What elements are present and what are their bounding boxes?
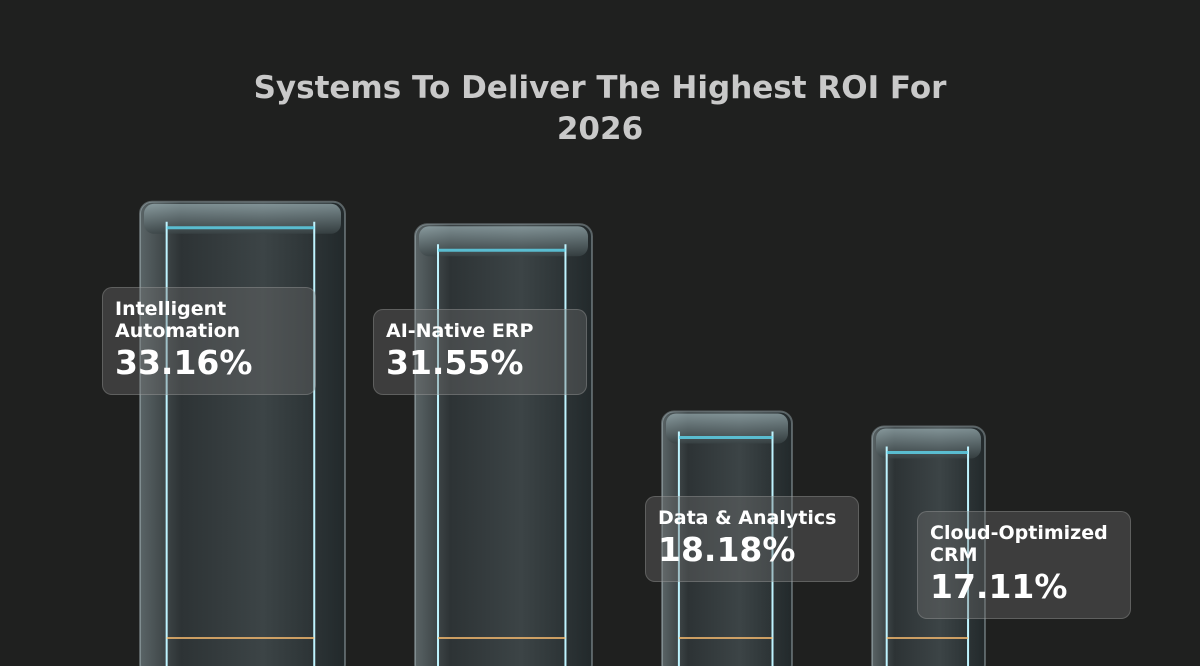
category-label: AI-Native ERP <box>386 320 534 343</box>
label-box: Cloud-Optimized CRM 17.11% <box>917 511 1131 620</box>
value-label: 33.16% <box>115 342 253 382</box>
value-label: 17.11% <box>930 567 1068 607</box>
category-label: Cloud-Optimized CRM <box>930 522 1108 567</box>
pillar <box>414 223 593 666</box>
label-box: Intelligent Automation 33.16% <box>102 286 316 395</box>
value-label: 31.55% <box>386 343 524 383</box>
label-box: Data & Analytics 18.18% <box>645 496 859 583</box>
value-label: 18.18% <box>658 530 796 570</box>
pillar-cap <box>419 226 588 257</box>
pillar <box>871 425 986 666</box>
label-box: AI-Native ERP 31.55% <box>373 309 587 396</box>
category-label: Data & Analytics <box>658 507 837 530</box>
pillar <box>661 410 793 666</box>
pillar <box>139 200 346 666</box>
category-label: Intelligent Automation <box>115 297 241 342</box>
chart-title: Systems To Deliver The Highest ROI For 2… <box>253 70 947 147</box>
